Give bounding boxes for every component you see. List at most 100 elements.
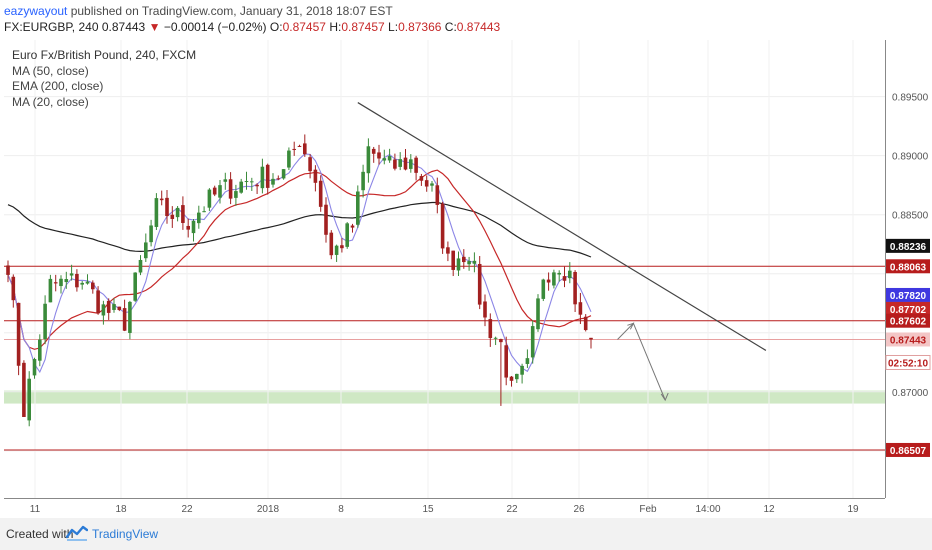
open-value: 0.87457 xyxy=(282,20,326,34)
candle-body xyxy=(255,184,259,187)
price-tag xyxy=(886,301,930,316)
y-tick-label: 0.87000 xyxy=(892,388,929,399)
candle-body xyxy=(32,359,37,376)
candle-body xyxy=(53,282,58,284)
candle-body xyxy=(6,265,10,275)
candle-body xyxy=(525,358,530,364)
y-tick-label: 0.88500 xyxy=(892,211,929,222)
candle-body xyxy=(568,270,572,279)
projection-arrow-icon xyxy=(627,322,635,330)
candle-body xyxy=(228,179,233,199)
candle-body xyxy=(583,316,588,331)
x-tick-label: 14:00 xyxy=(695,504,720,515)
price-tag xyxy=(886,313,930,328)
candle-body xyxy=(446,247,450,254)
price-tag xyxy=(886,442,930,457)
candle-body xyxy=(589,337,593,340)
candle-body xyxy=(329,232,334,256)
candle-body xyxy=(234,191,238,198)
candle-body xyxy=(281,169,286,179)
y-tick-label: 0.89500 xyxy=(892,93,929,104)
chart-area[interactable]: 0.89500 0.89000 0.88500 0.87000 11 18 22 2018 8… xyxy=(0,40,932,518)
trendline xyxy=(357,102,767,351)
price-tag-label: 0.87820 xyxy=(890,291,927,302)
candle-body xyxy=(477,263,482,305)
candle-body xyxy=(578,302,583,315)
candle-body xyxy=(303,143,307,155)
candle-body xyxy=(149,225,153,243)
candle-body xyxy=(207,189,212,208)
candle-body xyxy=(403,157,408,170)
candle-body xyxy=(557,272,561,275)
candle-body xyxy=(276,178,281,180)
candle-body xyxy=(122,308,127,331)
price-tag xyxy=(885,354,931,370)
created-with-text: Created with xyxy=(6,527,74,541)
published-text: published on TradingView.com, January 31… xyxy=(67,4,393,18)
price-tag-label: 0.86507 xyxy=(890,446,927,457)
tradingview-logo-icon[interactable] xyxy=(66,524,88,542)
y-tick-label: 0.89000 xyxy=(892,152,929,163)
legend-ema200[interactable]: EMA (200, close) xyxy=(12,79,104,93)
x-tick-label: 15 xyxy=(422,504,434,515)
candle-body xyxy=(244,181,249,183)
candle-body xyxy=(186,225,190,230)
candle-body xyxy=(159,198,164,201)
candle-body xyxy=(541,279,546,299)
candle-body xyxy=(504,345,508,378)
candle-body xyxy=(297,145,302,147)
candle-body xyxy=(361,171,365,191)
tradingview-brand[interactable]: TradingView xyxy=(92,527,159,541)
candle-body xyxy=(75,273,79,288)
x-tick-label: 22 xyxy=(506,504,518,515)
price-tag xyxy=(886,332,930,347)
candle-body xyxy=(138,259,143,273)
down-arrow-icon: ▼ xyxy=(148,20,161,34)
price-tag-label: 0.87443 xyxy=(890,335,927,346)
projection-arrow-icon xyxy=(660,392,669,402)
candle-body xyxy=(488,319,493,339)
candle-body xyxy=(287,150,291,168)
legend-ma50[interactable]: MA (50, close) xyxy=(12,63,89,78)
low-label: L: xyxy=(388,20,399,34)
candle-body xyxy=(154,198,159,227)
open-label: O: xyxy=(269,20,283,34)
candle-body xyxy=(552,272,556,286)
candle-body xyxy=(515,373,519,380)
candle-body xyxy=(106,300,111,313)
x-tick-label: 19 xyxy=(847,504,859,515)
high-value: 0.87457 xyxy=(341,20,385,34)
candle-body xyxy=(424,180,429,187)
candle-body xyxy=(366,146,371,174)
candle-body xyxy=(546,279,551,283)
price-tag-label: 0.87602 xyxy=(890,317,927,328)
price-chart[interactable]: 0.89500 0.89000 0.88500 0.87000 11 18 22 2018 8… xyxy=(0,40,932,518)
price-tag-label: 0.88236 xyxy=(890,242,927,253)
candle-body xyxy=(27,378,31,421)
candle-body xyxy=(69,273,74,276)
legend-ma20[interactable]: MA (20, close) xyxy=(12,94,89,109)
candle-body xyxy=(536,298,540,330)
x-tick-label: 12 xyxy=(763,504,775,515)
author-link[interactable]: eazywayout xyxy=(4,4,68,18)
candle-body xyxy=(144,242,148,259)
candle-body xyxy=(530,326,535,358)
candle-body xyxy=(340,245,344,249)
candle-body xyxy=(387,156,392,161)
candle-body xyxy=(223,179,228,182)
support-zone xyxy=(4,390,885,404)
candle-body xyxy=(38,339,42,361)
publish-info: eazywayout published on TradingView.com,… xyxy=(4,4,393,18)
candle-body xyxy=(345,223,349,247)
candle-body xyxy=(435,185,440,205)
candle-body xyxy=(250,181,254,183)
candle-body xyxy=(165,197,169,217)
candle-body xyxy=(22,362,26,417)
candle-body xyxy=(318,180,323,207)
candle-body xyxy=(398,159,402,167)
candle-body xyxy=(197,212,201,224)
high-label: H: xyxy=(329,20,342,34)
candle-body xyxy=(393,159,397,169)
close-label: C: xyxy=(444,20,457,34)
x-tick-label: 2018 xyxy=(257,504,280,515)
